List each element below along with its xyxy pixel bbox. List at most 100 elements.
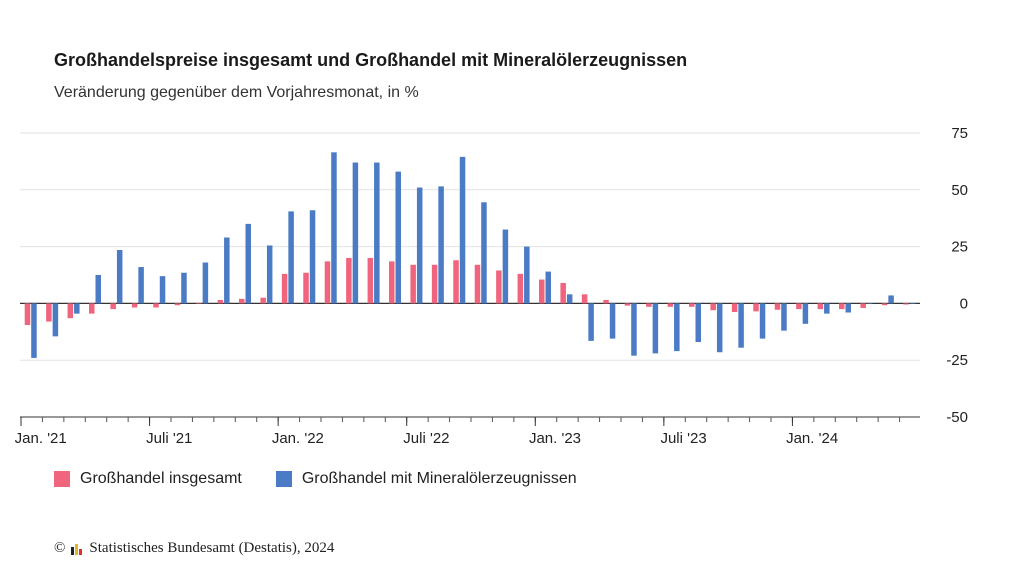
bar-mineral-oil bbox=[416, 187, 423, 304]
bar-mineral-oil bbox=[459, 156, 466, 304]
bar-total bbox=[731, 303, 738, 313]
copyright-symbol: © bbox=[54, 540, 66, 556]
x-tick-label: Juli '22 bbox=[403, 430, 449, 447]
legend-item-total[interactable]: Großhandel insgesamt bbox=[54, 470, 242, 488]
bar-total bbox=[774, 303, 781, 310]
bar-total bbox=[239, 298, 245, 304]
x-tick-label: Juli '21 bbox=[146, 430, 192, 447]
bar-total bbox=[410, 264, 416, 304]
y-tick-label: 25 bbox=[951, 239, 968, 256]
bar-mineral-oil bbox=[524, 246, 530, 304]
bar-mineral-oil bbox=[266, 245, 273, 304]
bar-mineral-oil bbox=[374, 162, 380, 304]
legend: Großhandel insgesamt Großhandel mit Mine… bbox=[54, 470, 577, 488]
bar-mineral-oil bbox=[674, 303, 680, 352]
bar-total bbox=[689, 303, 695, 307]
bar-mineral-oil bbox=[481, 202, 487, 304]
bar-total bbox=[710, 303, 716, 311]
bar-mineral-oil bbox=[159, 276, 166, 304]
bar-total bbox=[753, 303, 759, 312]
bar-total bbox=[346, 257, 352, 304]
bar-total bbox=[281, 273, 288, 304]
bar-mineral-oil bbox=[909, 303, 916, 304]
bar-total bbox=[217, 299, 224, 304]
bar-total bbox=[581, 294, 588, 304]
legend-swatch-total bbox=[54, 471, 70, 487]
legend-swatch-mineral-oil bbox=[275, 471, 292, 487]
source-note: © Statistisches Bundesamt (Destatis), 20… bbox=[54, 540, 334, 557]
bar-mineral-oil bbox=[138, 267, 144, 304]
bar-total bbox=[881, 303, 888, 306]
bar-total bbox=[196, 302, 202, 304]
bar-mineral-oil bbox=[802, 303, 809, 324]
bar-total bbox=[174, 303, 181, 306]
bar-mineral-oil bbox=[181, 272, 187, 304]
bar-total bbox=[153, 303, 159, 308]
bar-total bbox=[817, 303, 824, 310]
bar-total bbox=[839, 303, 845, 310]
bar-mineral-oil bbox=[52, 303, 59, 337]
legend-item-mineral-oil[interactable]: Großhandel mit Mineralölerzeugnissen bbox=[275, 470, 577, 488]
x-tick-label: Jan. '23 bbox=[529, 430, 581, 447]
bar-mineral-oil bbox=[116, 250, 123, 304]
bar-mineral-oil bbox=[224, 237, 230, 304]
bar-total bbox=[860, 303, 866, 308]
x-tick-label: Jan. '22 bbox=[272, 430, 324, 447]
bar-total bbox=[474, 264, 481, 304]
y-tick-label: 50 bbox=[951, 182, 968, 199]
bar-total bbox=[903, 303, 909, 305]
bar-total bbox=[453, 260, 459, 304]
bar-mineral-oil bbox=[309, 210, 316, 304]
x-tick-label: Juli '23 bbox=[660, 430, 706, 447]
bar-mineral-oil bbox=[609, 303, 616, 339]
bar-total bbox=[539, 279, 545, 304]
bar-total bbox=[496, 270, 502, 304]
bar-mineral-oil bbox=[202, 262, 209, 304]
chart-title: Großhandelspreise insgesamt und Großhand… bbox=[54, 50, 688, 70]
bar-mineral-oil bbox=[395, 171, 401, 304]
legend-label-total: Großhandel insgesamt bbox=[80, 470, 242, 487]
bar-total bbox=[110, 303, 116, 310]
bar-mineral-oil bbox=[738, 303, 744, 348]
bar-mineral-oil bbox=[866, 303, 873, 304]
bar-mineral-oil bbox=[695, 303, 701, 343]
bar-mineral-oil bbox=[438, 186, 444, 304]
bar-total bbox=[603, 299, 609, 304]
bar-total bbox=[324, 261, 331, 304]
bar-mineral-oil bbox=[759, 303, 766, 339]
x-tick-label: Jan. '24 bbox=[786, 430, 838, 447]
bar-mineral-oil bbox=[888, 295, 894, 304]
bar-mineral-oil bbox=[631, 303, 637, 356]
bar-total bbox=[24, 303, 31, 325]
y-tick-label: -50 bbox=[946, 409, 968, 426]
bar-mineral-oil bbox=[566, 294, 573, 304]
x-tick-label: Jan. '21 bbox=[15, 430, 67, 447]
bar-total bbox=[89, 303, 95, 314]
source-text: Statistisches Bundesamt (Destatis), 2024 bbox=[89, 540, 335, 556]
bar-total bbox=[303, 272, 309, 304]
bar-mineral-oil bbox=[352, 162, 359, 304]
bar-total bbox=[389, 261, 395, 304]
bar-total bbox=[667, 303, 674, 307]
bar-mineral-oil bbox=[545, 271, 551, 304]
bar-total bbox=[517, 273, 524, 304]
y-tick-label: 75 bbox=[951, 125, 968, 142]
bar-mineral-oil bbox=[824, 303, 830, 314]
bar-mineral-oil bbox=[331, 152, 337, 304]
bar-mineral-oil bbox=[245, 223, 251, 304]
bar-total bbox=[367, 257, 374, 304]
bar-total bbox=[796, 303, 802, 310]
bar-mineral-oil bbox=[502, 229, 509, 304]
bar-total bbox=[67, 303, 74, 319]
bar-mineral-oil bbox=[288, 211, 294, 304]
y-tick-label: 0 bbox=[960, 295, 968, 312]
bar-mineral-oil bbox=[95, 275, 101, 304]
bar-total bbox=[646, 303, 652, 307]
bar-total bbox=[431, 264, 438, 304]
bar-mineral-oil bbox=[652, 303, 659, 354]
bar-total bbox=[131, 303, 138, 308]
chart-subtitle: Veränderung gegenüber dem Vorjahresmonat… bbox=[54, 84, 419, 101]
y-tick-label: -25 bbox=[946, 352, 968, 369]
bar-total bbox=[260, 297, 266, 304]
bar-mineral-oil bbox=[74, 303, 80, 314]
